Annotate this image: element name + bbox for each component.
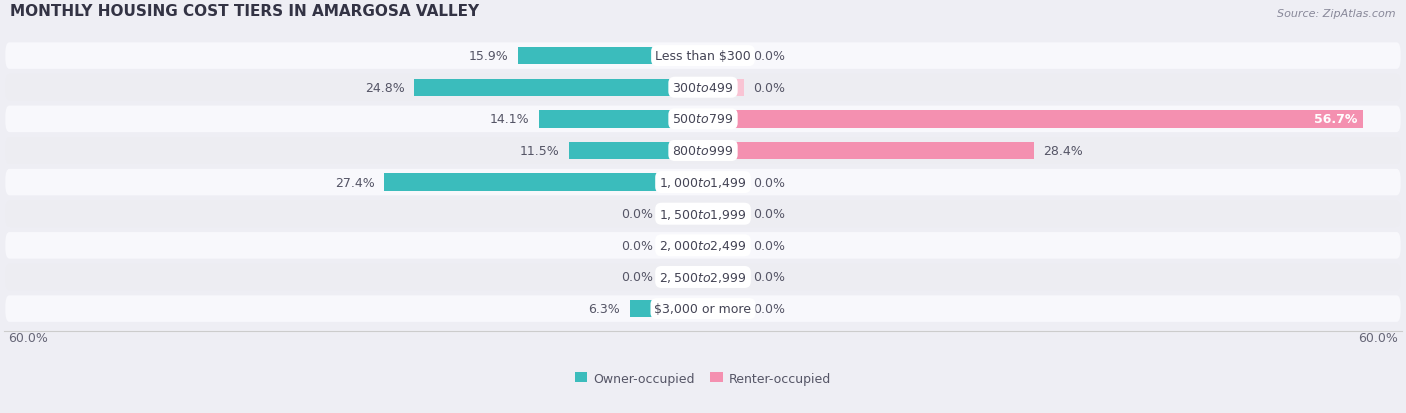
Text: 0.0%: 0.0% [621,271,652,284]
Bar [630,300,703,318]
Bar [569,142,703,160]
Bar [517,48,703,65]
Text: 0.0%: 0.0% [754,239,785,252]
Bar [538,111,703,128]
Bar [703,142,1033,160]
Text: 14.1%: 14.1% [489,113,530,126]
Text: 15.9%: 15.9% [468,50,509,63]
Bar [384,174,703,191]
Legend: Owner-occupied, Renter-occupied: Owner-occupied, Renter-occupied [569,367,837,390]
Text: 0.0%: 0.0% [754,271,785,284]
Bar [703,48,744,65]
FancyBboxPatch shape [6,106,1400,133]
Text: $2,500 to $2,999: $2,500 to $2,999 [659,271,747,284]
Bar [703,268,744,286]
Text: 6.3%: 6.3% [589,302,620,316]
Text: 24.8%: 24.8% [366,81,405,95]
Text: $3,000 or more: $3,000 or more [655,302,751,316]
FancyBboxPatch shape [6,169,1400,196]
Text: MONTHLY HOUSING COST TIERS IN AMARGOSA VALLEY: MONTHLY HOUSING COST TIERS IN AMARGOSA V… [10,4,479,19]
Bar [703,174,744,191]
Text: 0.0%: 0.0% [754,176,785,189]
FancyBboxPatch shape [6,201,1400,228]
FancyBboxPatch shape [6,264,1400,291]
Text: 0.0%: 0.0% [754,208,785,221]
FancyBboxPatch shape [6,43,1400,70]
Text: 28.4%: 28.4% [1043,145,1083,158]
Bar [703,300,744,318]
Text: $500 to $799: $500 to $799 [672,113,734,126]
Bar [415,79,703,97]
Bar [703,237,744,254]
Text: 0.0%: 0.0% [621,208,652,221]
Text: 60.0%: 60.0% [7,331,48,344]
FancyBboxPatch shape [6,138,1400,164]
FancyBboxPatch shape [6,233,1400,259]
Text: 0.0%: 0.0% [621,239,652,252]
Text: $1,000 to $1,499: $1,000 to $1,499 [659,176,747,190]
Text: Source: ZipAtlas.com: Source: ZipAtlas.com [1278,9,1396,19]
Bar [703,111,1364,128]
Bar [662,206,703,223]
Text: 60.0%: 60.0% [1358,331,1399,344]
Text: 56.7%: 56.7% [1315,113,1358,126]
Text: 27.4%: 27.4% [335,176,374,189]
FancyBboxPatch shape [6,75,1400,101]
Bar [662,237,703,254]
Text: 0.0%: 0.0% [754,50,785,63]
Bar [703,79,744,97]
Text: $2,000 to $2,499: $2,000 to $2,499 [659,239,747,253]
Text: $800 to $999: $800 to $999 [672,145,734,158]
Bar [662,268,703,286]
FancyBboxPatch shape [6,296,1400,322]
Text: Less than $300: Less than $300 [655,50,751,63]
Text: 0.0%: 0.0% [754,81,785,95]
Text: $300 to $499: $300 to $499 [672,81,734,95]
Text: 0.0%: 0.0% [754,302,785,316]
Bar [703,206,744,223]
Text: 11.5%: 11.5% [520,145,560,158]
Text: $1,500 to $1,999: $1,500 to $1,999 [659,207,747,221]
